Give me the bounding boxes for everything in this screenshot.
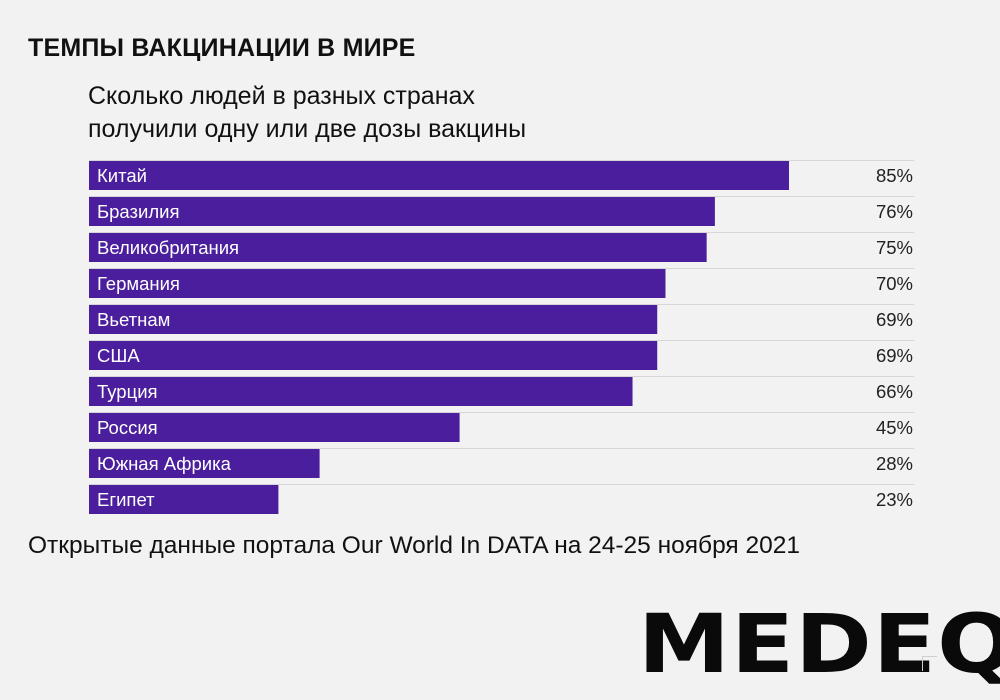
- bar-row: Германия 70%: [89, 268, 914, 298]
- bar: [89, 197, 715, 226]
- category-label: Египет: [97, 489, 155, 510]
- bar: [89, 341, 658, 370]
- bar-row: Бразилия 76%: [89, 196, 914, 226]
- logo-corner-mark: [922, 656, 937, 671]
- medeq-logo: MEDEQ: [638, 596, 1000, 692]
- subtitle-line-1: Сколько людей в разных странах: [88, 82, 475, 110]
- value-label: 70%: [876, 273, 913, 294]
- bar-row: Вьетнам 69%: [89, 304, 914, 334]
- bar-row: Южная Африка 28%: [89, 448, 914, 478]
- bar-row: Великобритания 75%: [89, 232, 914, 262]
- bar-row: Китай 85%: [89, 160, 914, 190]
- bar: [89, 449, 320, 478]
- bar: [89, 485, 279, 514]
- value-label: 76%: [876, 201, 913, 222]
- chart-subtitle: Сколько людей в разных странах получили …: [88, 80, 788, 146]
- bar: [89, 233, 707, 262]
- value-label: 85%: [876, 165, 913, 186]
- category-label: Германия: [97, 273, 180, 294]
- value-label: 28%: [876, 453, 913, 474]
- bar-row: Турция 66%: [89, 376, 914, 406]
- value-label: 75%: [876, 237, 913, 258]
- category-label: Южная Африка: [97, 453, 232, 474]
- chart-title: ТЕМПЫ ВАКЦИНАЦИИ В МИРЕ: [28, 34, 416, 62]
- value-label: 66%: [876, 381, 913, 402]
- bar-row: США 69%: [89, 340, 914, 370]
- category-label: Бразилия: [97, 201, 179, 222]
- bar: [89, 161, 789, 190]
- category-label: Россия: [97, 417, 158, 438]
- bar: [89, 269, 666, 298]
- value-label: 69%: [876, 345, 913, 366]
- bar: [89, 305, 658, 334]
- category-label: Вьетнам: [97, 309, 170, 330]
- bar-row: Россия 45%: [89, 412, 914, 442]
- category-label: Великобритания: [97, 237, 239, 258]
- category-label: США: [97, 345, 140, 366]
- value-label: 45%: [876, 417, 913, 438]
- value-label: 23%: [876, 489, 913, 510]
- value-label: 69%: [876, 309, 913, 330]
- subtitle-line-2: получили одну или две дозы вакцины: [88, 115, 527, 143]
- source-note: Открытые данные портала Our World In DAT…: [28, 532, 801, 559]
- bar: [89, 377, 633, 406]
- category-label: Китай: [97, 165, 147, 186]
- bar-row: Египет 23%: [89, 484, 914, 514]
- category-label: Турция: [97, 381, 158, 402]
- bar: [89, 413, 460, 442]
